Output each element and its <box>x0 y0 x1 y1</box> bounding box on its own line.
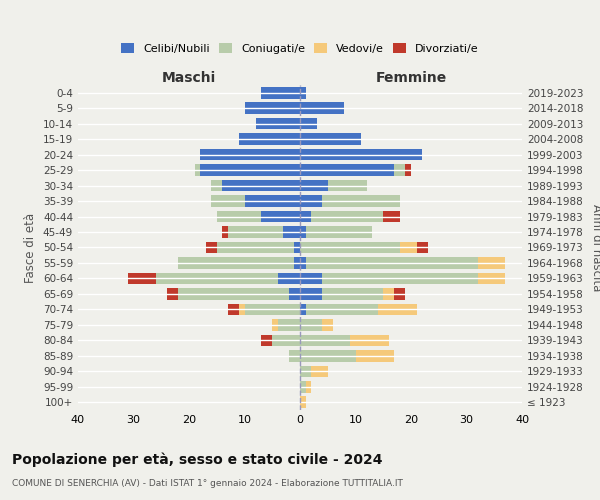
Bar <box>261 210 300 222</box>
Bar <box>300 366 311 377</box>
Bar <box>300 304 305 315</box>
Bar <box>478 272 505 284</box>
Bar <box>322 319 334 330</box>
Bar <box>300 257 305 269</box>
Bar <box>394 288 406 300</box>
Bar <box>300 180 328 192</box>
Legend: Celibi/Nubili, Coniugati/e, Vedovi/e, Divorziati/e: Celibi/Nubili, Coniugati/e, Vedovi/e, Di… <box>117 38 483 58</box>
Bar <box>406 164 411 176</box>
Bar <box>300 196 322 207</box>
Y-axis label: Fasce di età: Fasce di età <box>25 212 37 282</box>
Text: Maschi: Maschi <box>162 71 216 85</box>
Bar <box>305 257 478 269</box>
Bar <box>245 304 300 315</box>
Bar <box>178 288 289 300</box>
Bar <box>245 102 300 114</box>
Bar <box>222 180 300 192</box>
Bar <box>167 288 178 300</box>
Bar <box>300 242 400 254</box>
Bar <box>300 164 394 176</box>
Bar <box>283 226 300 238</box>
Bar <box>305 304 378 315</box>
Bar <box>322 272 478 284</box>
Bar <box>300 149 422 160</box>
Bar <box>206 242 217 254</box>
Bar <box>228 226 283 238</box>
Bar <box>300 118 317 130</box>
Bar <box>211 196 245 207</box>
Bar <box>300 226 305 238</box>
Bar <box>378 304 416 315</box>
Bar <box>295 242 300 254</box>
Bar <box>217 210 261 222</box>
Text: Popolazione per età, sesso e stato civile - 2024: Popolazione per età, sesso e stato civil… <box>12 452 383 467</box>
Bar <box>300 350 355 362</box>
Bar <box>272 334 300 346</box>
Bar <box>261 334 272 346</box>
Bar <box>261 87 300 99</box>
Bar <box>211 180 222 192</box>
Bar <box>355 350 394 362</box>
Text: COMUNE DI SENERCHIA (AV) - Dati ISTAT 1° gennaio 2024 - Elaborazione TUTTITALIA.: COMUNE DI SENERCHIA (AV) - Dati ISTAT 1°… <box>12 478 403 488</box>
Bar <box>217 242 295 254</box>
Bar <box>300 272 322 284</box>
Bar <box>256 118 300 130</box>
Bar <box>394 164 406 176</box>
Bar <box>278 319 300 330</box>
Bar <box>278 272 300 284</box>
Bar <box>383 210 400 222</box>
Bar <box>239 134 300 145</box>
Bar <box>311 366 328 377</box>
Text: Femmine: Femmine <box>376 71 446 85</box>
Bar <box>289 288 300 300</box>
Bar <box>400 242 416 254</box>
Bar <box>194 164 200 176</box>
Bar <box>156 272 278 284</box>
Bar <box>300 319 322 330</box>
Bar <box>383 288 394 300</box>
Bar <box>322 288 383 300</box>
Bar <box>200 149 300 160</box>
Bar <box>416 242 428 254</box>
Bar <box>478 257 505 269</box>
Bar <box>300 134 361 145</box>
Bar <box>228 304 239 315</box>
Bar <box>300 87 305 99</box>
Bar <box>239 304 245 315</box>
Bar <box>300 396 305 408</box>
Bar <box>128 272 156 284</box>
Bar <box>322 196 400 207</box>
Bar <box>350 334 389 346</box>
Bar <box>245 196 300 207</box>
Y-axis label: Anni di nascita: Anni di nascita <box>590 204 600 291</box>
Bar <box>311 210 383 222</box>
Bar <box>300 334 350 346</box>
Bar <box>178 257 295 269</box>
Bar <box>328 180 367 192</box>
Bar <box>300 102 344 114</box>
Bar <box>300 210 311 222</box>
Bar <box>305 381 311 392</box>
Bar <box>289 350 300 362</box>
Bar <box>300 288 322 300</box>
Bar <box>272 319 278 330</box>
Bar <box>222 226 228 238</box>
Bar <box>295 257 300 269</box>
Bar <box>305 226 372 238</box>
Bar <box>300 381 305 392</box>
Bar <box>200 164 300 176</box>
